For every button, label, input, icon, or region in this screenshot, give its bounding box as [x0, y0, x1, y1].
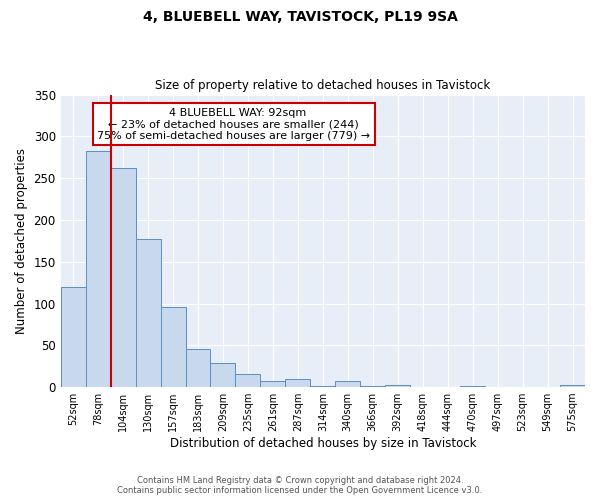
Bar	[86, 152, 110, 387]
Bar	[560, 386, 585, 387]
Bar	[211, 363, 235, 387]
Bar	[286, 378, 310, 387]
Bar	[360, 386, 385, 387]
Bar	[460, 386, 485, 387]
Bar	[335, 381, 360, 387]
Title: Size of property relative to detached houses in Tavistock: Size of property relative to detached ho…	[155, 79, 490, 92]
Text: Contains HM Land Registry data © Crown copyright and database right 2024.
Contai: Contains HM Land Registry data © Crown c…	[118, 476, 482, 495]
Bar	[61, 287, 86, 387]
Bar	[185, 350, 211, 387]
Text: 4 BLUEBELL WAY: 92sqm
← 23% of detached houses are smaller (244)
75% of semi-det: 4 BLUEBELL WAY: 92sqm ← 23% of detached …	[97, 108, 370, 141]
Bar	[260, 381, 286, 387]
Bar	[161, 307, 185, 387]
Bar	[110, 168, 136, 387]
X-axis label: Distribution of detached houses by size in Tavistock: Distribution of detached houses by size …	[170, 437, 476, 450]
Bar	[136, 239, 161, 387]
Y-axis label: Number of detached properties: Number of detached properties	[15, 148, 28, 334]
Bar	[385, 384, 410, 387]
Text: 4, BLUEBELL WAY, TAVISTOCK, PL19 9SA: 4, BLUEBELL WAY, TAVISTOCK, PL19 9SA	[143, 10, 457, 24]
Bar	[310, 386, 335, 387]
Bar	[235, 374, 260, 387]
